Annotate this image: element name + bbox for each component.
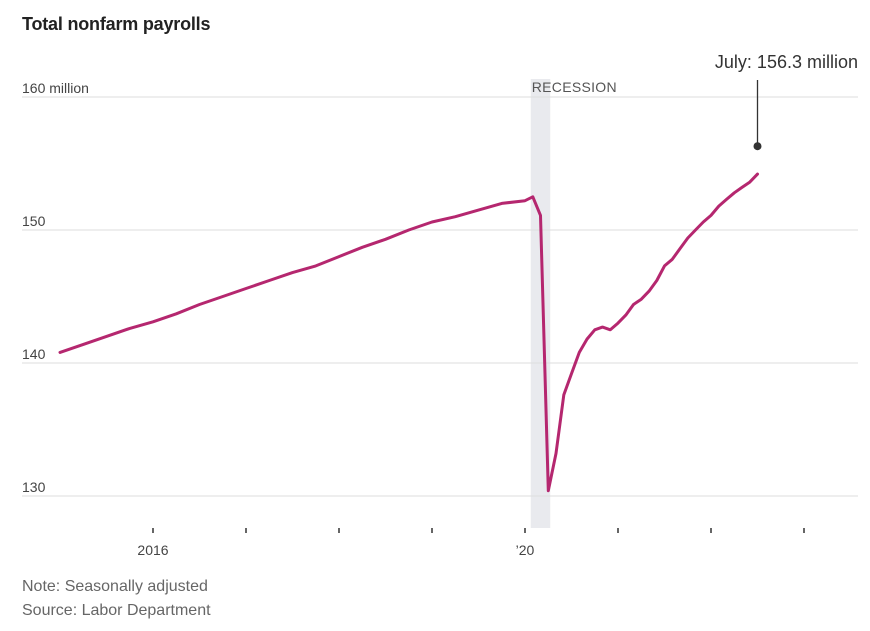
annotation-layer: RECESSION July: 156.3 million — [532, 52, 858, 151]
y-axis-labels: 160 million 150 140 130 — [22, 80, 89, 495]
x-tick-label: ’20 — [516, 542, 535, 558]
x-tick-label: 2016 — [137, 542, 168, 558]
y-tick-label: 140 — [22, 346, 46, 362]
series-line — [58, 172, 759, 493]
y-tick-label: 150 — [22, 213, 46, 229]
chart-title: Total nonfarm payrolls — [22, 14, 211, 34]
x-axis: 2016 ’20 — [137, 528, 805, 558]
annotation-label: July: 156.3 million — [715, 52, 858, 72]
source-text: Source: Labor Department — [22, 602, 211, 619]
y-tick-label: 130 — [22, 479, 46, 495]
y-tick-label: 160 million — [22, 80, 89, 96]
note-text: Note: Seasonally adjusted — [22, 578, 208, 595]
annotation-endpoint-dot — [753, 142, 762, 151]
series-layer — [58, 172, 759, 493]
gridlines — [22, 96, 858, 497]
recession-label: RECESSION — [532, 79, 617, 95]
